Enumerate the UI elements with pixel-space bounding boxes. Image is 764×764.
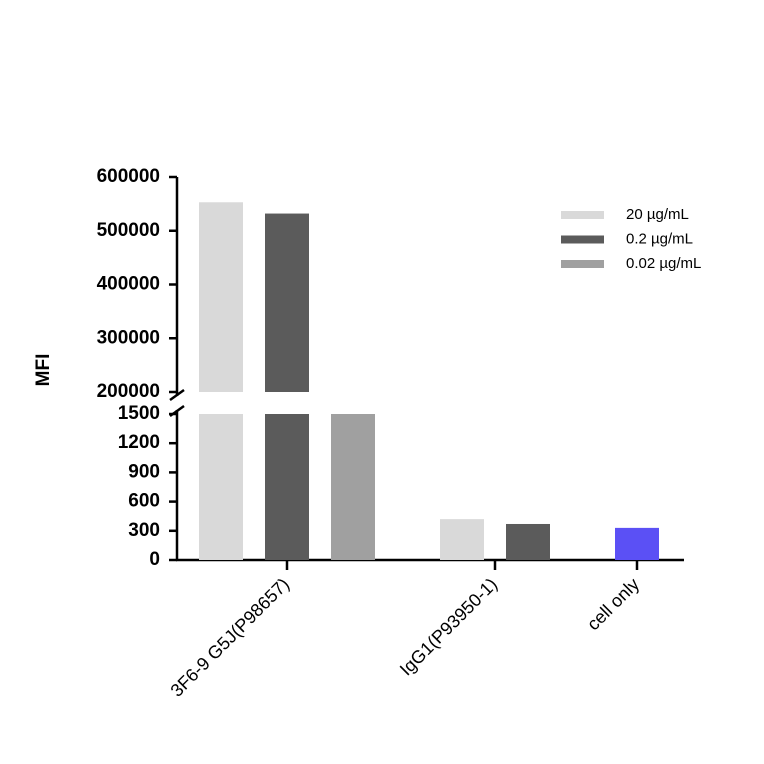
x-tick-label: cell only [583, 574, 643, 634]
axis-break [169, 388, 185, 402]
bar [199, 202, 243, 392]
y-tick-label: 200000 [97, 381, 160, 402]
y-tick-label: 500000 [97, 220, 160, 241]
y-tick-label: 1200 [118, 432, 160, 453]
x-tick-label: IgG1(P93950-1) [396, 574, 501, 679]
bar [440, 519, 484, 560]
y-tick-label: 600 [128, 491, 160, 512]
legend-swatch [561, 235, 604, 244]
y-tick-label: 300000 [97, 327, 160, 348]
x-tick-label: 3F6-9 G5J(P98657) [167, 574, 294, 701]
legend-swatch [561, 260, 604, 268]
y-tick-label: 0 [149, 549, 160, 570]
y-axis-label: MFI [33, 354, 54, 387]
y-tick-label: 300 [128, 520, 160, 541]
bar [265, 414, 309, 560]
y-tick-label: 900 [128, 461, 160, 482]
bar [199, 414, 243, 560]
legend-label: 20 µg/mL [626, 206, 689, 223]
legend-swatch [561, 211, 604, 219]
bar [506, 523, 550, 560]
legend-label: 0.2 µg/mL [626, 230, 693, 247]
bar [331, 414, 375, 560]
bar [265, 213, 309, 392]
y-tick-label: 600000 [97, 166, 160, 187]
bar [615, 527, 659, 560]
y-tick-label: 1500 [118, 403, 160, 424]
y-tick-label: 400000 [97, 274, 160, 295]
legend-label: 0.02 µg/mL [626, 255, 701, 272]
